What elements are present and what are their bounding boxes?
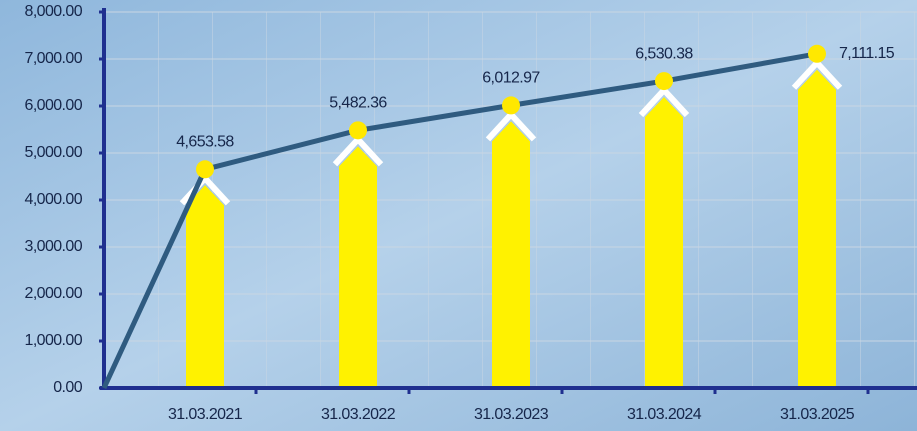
point xyxy=(502,96,520,114)
value-label: 6,012.97 xyxy=(482,70,540,87)
point xyxy=(196,160,214,178)
arrow-bar xyxy=(645,97,683,388)
y-tick-label: 4,000.00 xyxy=(25,191,83,208)
value-label: 7,111.15 xyxy=(839,45,895,62)
value-label: 4,653.58 xyxy=(176,134,234,151)
value-label: 5,482.36 xyxy=(329,95,387,112)
arrow-bar xyxy=(492,121,530,388)
arrow-bar xyxy=(798,70,836,388)
point xyxy=(349,121,367,139)
point xyxy=(655,72,673,90)
page: 0.00 1,000.00 2,000.00 3,000.00 4,000.00 5,00… xyxy=(0,0,917,431)
y-tick-label: 0.00 xyxy=(53,379,82,396)
arrow-bar xyxy=(186,185,224,388)
x-tick-label: 31.03.2022 xyxy=(321,406,396,423)
value-label: 6,530.38 xyxy=(635,45,693,62)
arrow-bar xyxy=(339,146,377,388)
y-tick-label: 6,000.00 xyxy=(25,97,83,114)
x-tick-label: 31.03.2023 xyxy=(474,406,549,423)
x-tick-label: 31.03.2025 xyxy=(780,406,855,423)
y-tick-label: 8,000.00 xyxy=(25,3,83,20)
point xyxy=(808,45,826,63)
y-tick-label: 5,000.00 xyxy=(25,144,83,161)
y-tick-label: 2,000.00 xyxy=(25,285,83,302)
x-tick-label: 31.03.2024 xyxy=(627,406,702,423)
y-tick-label: 7,000.00 xyxy=(25,50,83,67)
x-tick-label: 31.03.2021 xyxy=(168,406,243,423)
chart: 0.00 1,000.00 2,000.00 3,000.00 4,000.00 5,00… xyxy=(0,0,917,431)
y-tick-label: 3,000.00 xyxy=(25,238,83,255)
y-tick-label: 1,000.00 xyxy=(25,332,83,349)
